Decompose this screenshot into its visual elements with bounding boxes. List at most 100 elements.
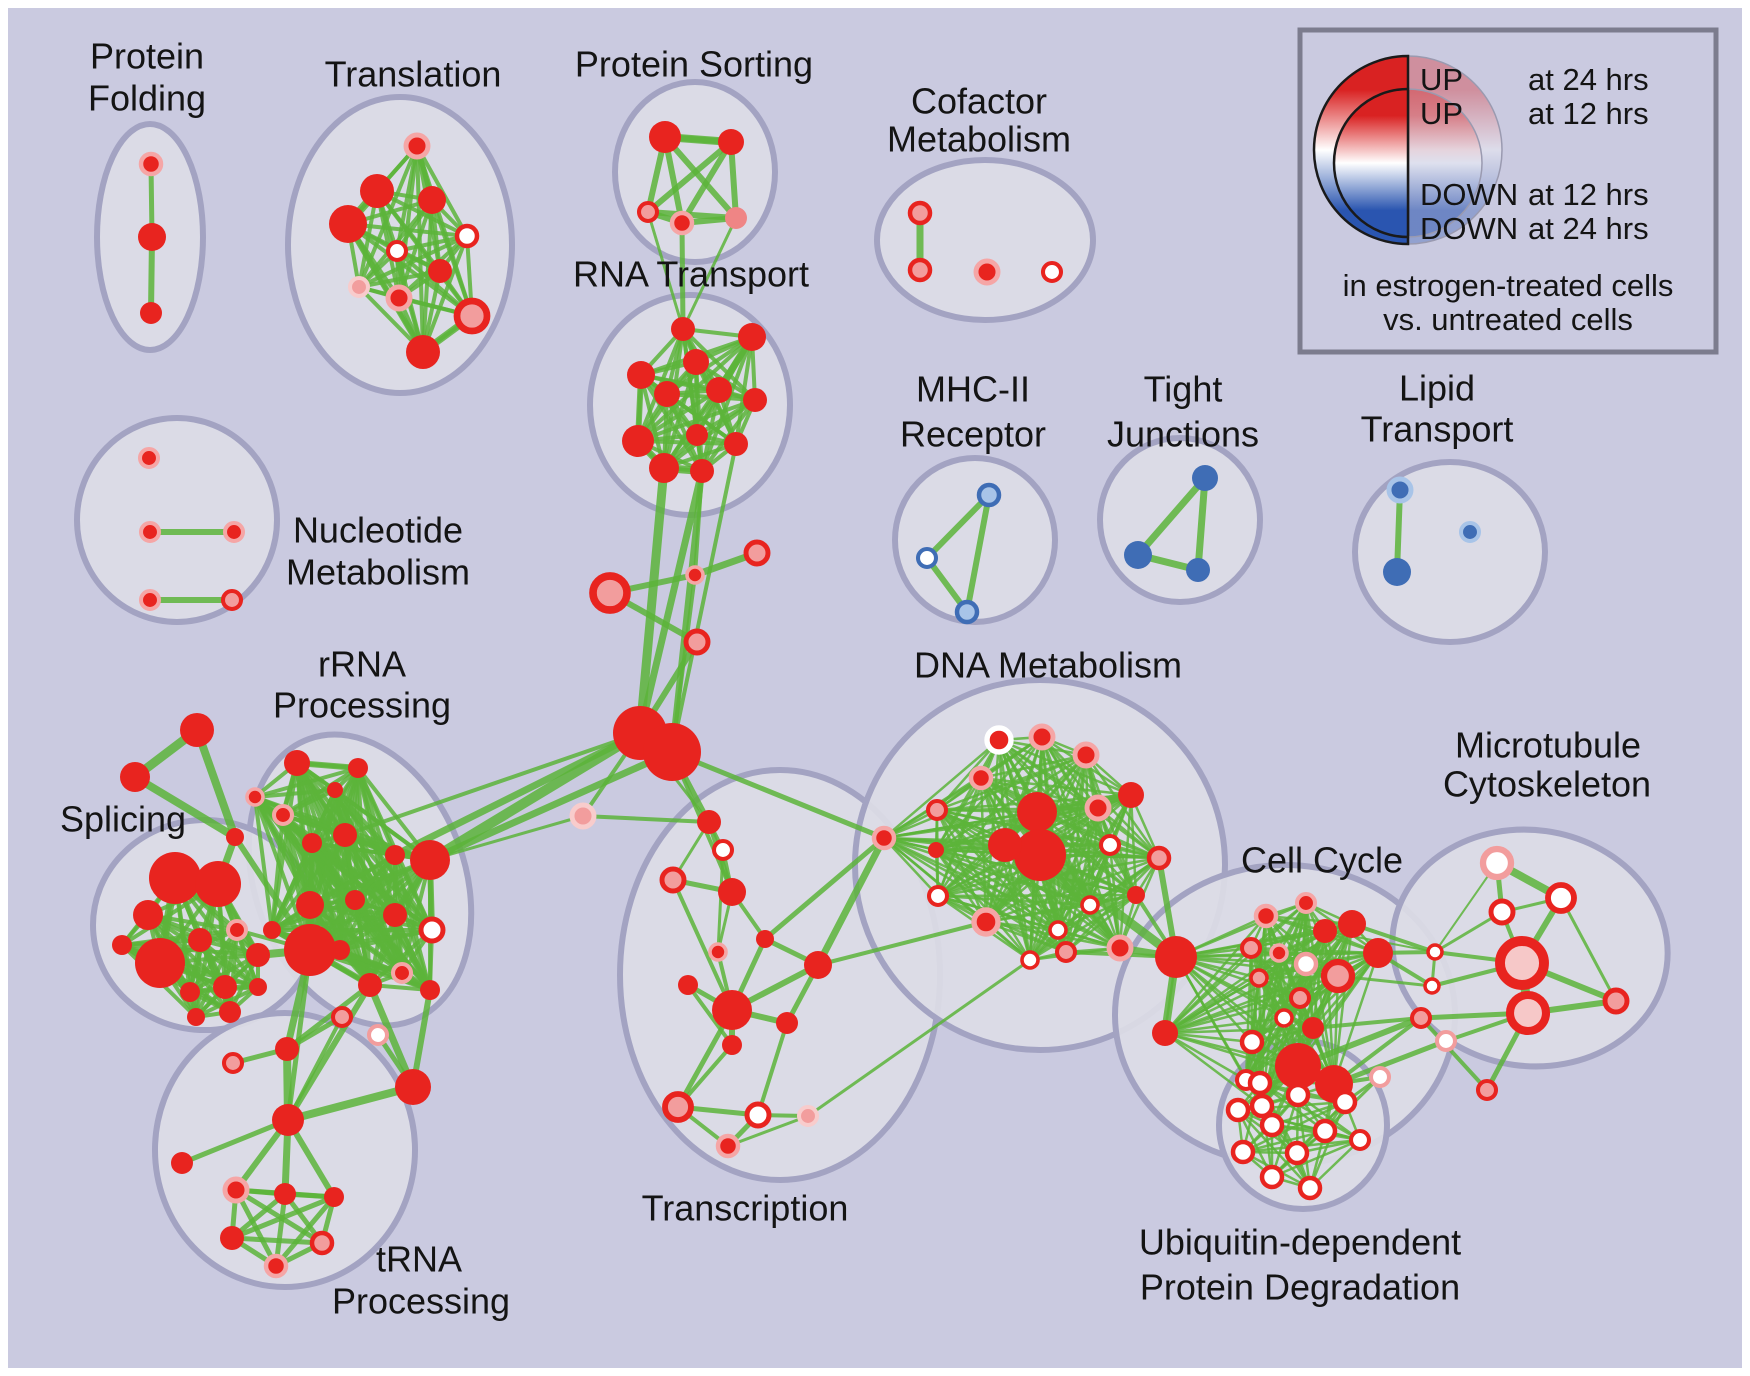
cluster-label-rr: rRNA xyxy=(318,644,406,685)
gene-node xyxy=(725,207,747,229)
network-edge xyxy=(936,894,1092,907)
gene-node xyxy=(1313,919,1337,943)
network-edge xyxy=(270,813,285,932)
gene-node xyxy=(1225,1097,1251,1123)
gene-node xyxy=(1423,977,1441,995)
network-edge xyxy=(1434,862,1498,953)
gene-node xyxy=(180,713,214,747)
legend-time-label: at 24 hrs xyxy=(1528,62,1649,97)
gene-node xyxy=(697,810,721,834)
cluster-label-ub: Ubiquitin-dependent xyxy=(1139,1222,1461,1263)
network-edge xyxy=(1174,901,1308,959)
gene-node xyxy=(1230,1139,1256,1165)
gene-node xyxy=(1124,541,1152,569)
gene-node xyxy=(1249,1093,1275,1119)
cluster-label-pf: Folding xyxy=(88,78,206,119)
cluster-label-rr: Processing xyxy=(273,685,451,726)
network-edge xyxy=(1241,1129,1327,1154)
network-edge xyxy=(368,928,434,987)
gene-node xyxy=(1028,723,1056,751)
gene-node xyxy=(662,1091,694,1123)
gene-node xyxy=(776,1012,798,1034)
network-edge xyxy=(345,221,426,355)
inter-cluster-edge xyxy=(679,220,686,332)
network-edge xyxy=(686,983,734,1047)
legend-direction-label: DOWN xyxy=(1420,177,1518,212)
gene-node xyxy=(1253,903,1279,929)
inter-cluster-edge xyxy=(636,467,706,737)
gene-node xyxy=(1269,943,1289,963)
gene-node xyxy=(708,942,728,962)
gene-node xyxy=(138,520,162,544)
legend-circle-saturated-half xyxy=(1332,87,1410,239)
gene-node xyxy=(296,891,324,919)
inter-cluster-edge xyxy=(285,947,313,1123)
legend-time-label: at 24 hrs xyxy=(1528,211,1649,246)
cluster-label-lt: Transport xyxy=(1361,409,1514,450)
gene-node xyxy=(1426,943,1444,961)
gene-node xyxy=(683,349,709,375)
cluster-label-cc: Cell Cycle xyxy=(1241,840,1403,881)
network-edge xyxy=(679,139,734,226)
gene-node xyxy=(1040,260,1064,284)
gene-node xyxy=(1247,1070,1273,1096)
legend-direction-label: DOWN xyxy=(1420,211,1518,246)
network-edge xyxy=(194,928,239,1019)
network-edge xyxy=(188,928,239,994)
gene-node xyxy=(390,961,414,985)
gene-node xyxy=(1186,558,1210,582)
gene-node xyxy=(1368,1065,1392,1089)
cluster-label-tr: Translation xyxy=(325,54,502,95)
network-edge xyxy=(146,913,239,932)
network-edge xyxy=(700,335,754,473)
gene-node xyxy=(984,725,1014,755)
gene-node xyxy=(1409,1006,1433,1030)
network-edge xyxy=(366,981,417,1091)
cluster-label-nm: Metabolism xyxy=(286,552,470,593)
network-edge xyxy=(1056,893,1138,932)
gene-node xyxy=(395,1069,431,1105)
cluster-label-ub: Protein Degradation xyxy=(1140,1267,1460,1308)
network-edge xyxy=(346,222,469,238)
gene-node xyxy=(383,903,407,927)
inter-cluster-edge xyxy=(581,814,711,824)
network-edge xyxy=(1250,929,1327,1044)
cluster-label-sp: Splicing xyxy=(60,799,186,840)
gene-node xyxy=(636,200,660,224)
network-edge xyxy=(229,1194,337,1241)
cluster-ellipse-nm xyxy=(74,415,280,625)
gene-node xyxy=(406,335,440,369)
gene-node xyxy=(1098,833,1122,857)
inter-cluster-edge xyxy=(426,748,676,864)
gene-node xyxy=(1014,829,1066,881)
gene-node xyxy=(133,900,163,930)
network-edge xyxy=(193,726,239,841)
network-edge xyxy=(1163,946,1253,1035)
gene-node xyxy=(1239,936,1263,960)
gene-node xyxy=(1434,1029,1458,1053)
gene-node xyxy=(1127,886,1145,904)
cluster-label-lt: Lipid xyxy=(1399,368,1475,409)
gene-node xyxy=(690,459,714,483)
gene-node xyxy=(1602,987,1630,1015)
cluster-label-tj: Junctions xyxy=(1107,414,1259,455)
gene-node xyxy=(138,151,164,177)
network-edge xyxy=(1035,810,1161,860)
gene-node xyxy=(418,916,446,944)
gene-node xyxy=(1192,465,1218,491)
legend-caption: in estrogen-treated cells xyxy=(1343,268,1674,303)
gene-node xyxy=(385,284,413,312)
gene-node xyxy=(284,924,336,976)
cluster-label-cm: Cofactor xyxy=(911,81,1047,122)
gene-node xyxy=(976,482,1002,508)
gene-node xyxy=(348,758,368,778)
gene-node xyxy=(140,302,162,324)
gene-node xyxy=(1048,920,1068,940)
gene-node xyxy=(669,210,695,236)
legend-direction-label: UP xyxy=(1420,96,1463,131)
gene-node xyxy=(569,802,597,830)
network-edge xyxy=(734,335,754,446)
gene-node xyxy=(274,1183,296,1205)
gene-node xyxy=(649,121,681,153)
